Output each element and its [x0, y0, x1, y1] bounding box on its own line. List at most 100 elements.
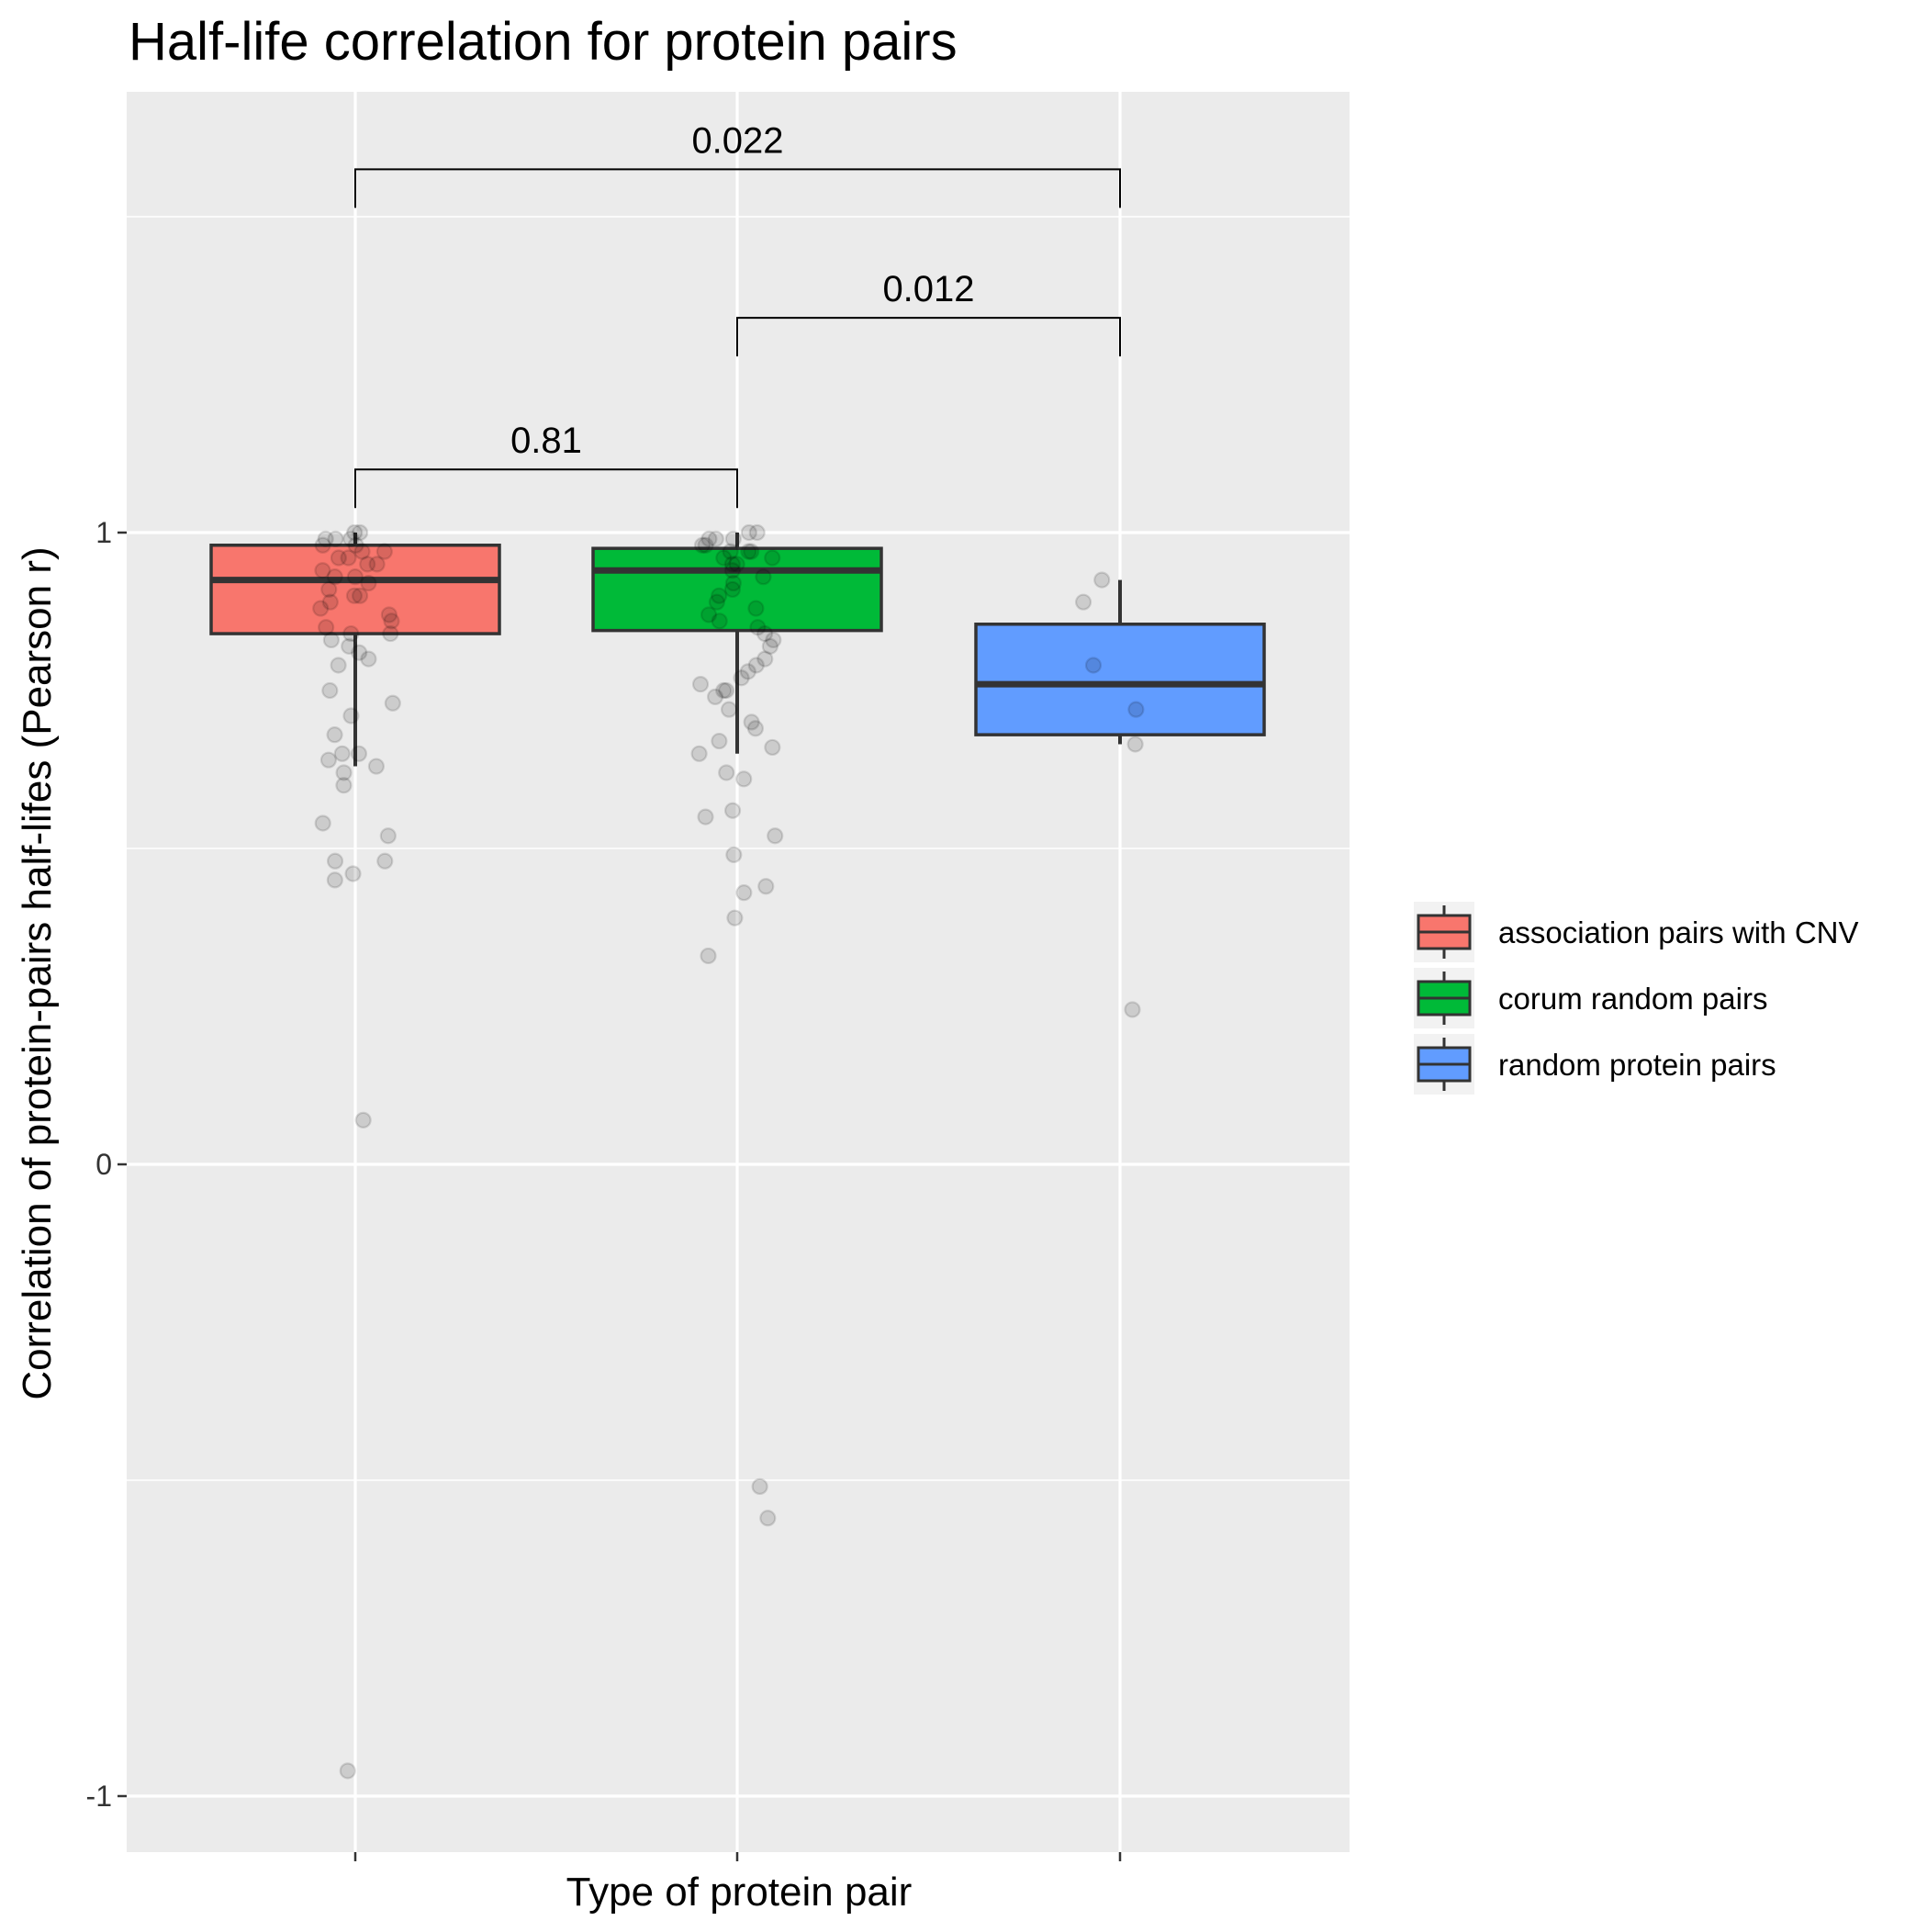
data-point	[384, 694, 401, 712]
legend-label: association pairs with CNV	[1498, 915, 1859, 949]
p-value-label: 0.022	[691, 120, 783, 161]
data-point	[351, 644, 368, 661]
data-point	[342, 707, 360, 724]
data-point	[751, 1477, 768, 1495]
data-point	[725, 846, 743, 863]
data-point	[342, 624, 360, 643]
data-point	[749, 619, 767, 636]
data-point	[693, 536, 711, 554]
data-point	[700, 606, 718, 623]
data-point	[345, 587, 364, 604]
data-point	[743, 543, 760, 560]
data-point	[330, 657, 347, 674]
data-point	[350, 745, 368, 762]
data-point	[359, 556, 376, 573]
data-point	[340, 549, 357, 567]
legend-label: corum random pairs	[1498, 982, 1767, 1016]
data-point	[353, 543, 371, 560]
data-point	[728, 556, 745, 573]
data-point	[697, 808, 714, 826]
data-point	[715, 681, 733, 700]
data-point	[326, 568, 343, 586]
data-point	[735, 884, 753, 902]
box-body	[209, 544, 501, 635]
data-point	[767, 827, 784, 845]
data-point	[723, 562, 741, 579]
data-point	[700, 947, 717, 965]
data-point	[322, 631, 340, 649]
data-point	[700, 530, 718, 547]
data-point	[756, 624, 774, 643]
data-point	[690, 745, 708, 762]
data-point	[380, 606, 398, 623]
data-point	[335, 764, 353, 781]
data-point	[314, 814, 331, 832]
data-point	[723, 802, 742, 819]
y-axis: -1 0 1	[86, 516, 127, 1813]
data-point	[715, 549, 733, 567]
data-point	[711, 732, 728, 750]
data-point	[707, 530, 724, 547]
data-point	[376, 852, 394, 870]
data-point	[318, 619, 335, 636]
data-point	[1126, 736, 1144, 753]
data-point	[697, 536, 714, 554]
data-point	[706, 688, 724, 705]
data-point	[747, 657, 765, 674]
data-point	[326, 726, 343, 744]
data-point	[743, 713, 760, 731]
box-body	[591, 546, 883, 633]
data-point	[711, 587, 728, 604]
data-point	[321, 681, 339, 700]
data-point	[748, 523, 766, 542]
bracket-line	[354, 168, 1121, 208]
data-point	[1124, 1001, 1141, 1018]
data-point	[723, 580, 742, 599]
y-axis-title: Correlation of protein-pairs half-lifes …	[15, 546, 60, 1399]
legend: association pairs with CNV corum random p…	[1414, 902, 1859, 1095]
data-point	[320, 580, 338, 599]
significance-annotations: 0.81 0.012 0.022	[354, 120, 1121, 509]
data-point	[726, 909, 744, 927]
data-point	[339, 1762, 356, 1780]
data-point	[319, 751, 338, 769]
box-2	[591, 533, 883, 754]
data-point	[382, 624, 399, 643]
box-body	[974, 623, 1266, 736]
data-point	[1084, 657, 1103, 674]
data-point	[724, 530, 742, 547]
data-point	[346, 568, 364, 586]
box-3	[974, 579, 1266, 745]
data-point	[746, 720, 765, 737]
data-point	[360, 574, 377, 592]
data-point	[1074, 593, 1092, 611]
data-point	[1127, 701, 1145, 718]
data-point	[724, 574, 742, 592]
data-point	[352, 523, 369, 542]
data-point	[326, 871, 343, 889]
data-point	[344, 865, 362, 882]
data-point	[747, 600, 765, 617]
data-point	[342, 530, 360, 547]
data-point	[761, 637, 779, 655]
bracket-line	[736, 317, 1121, 357]
data-point	[708, 593, 725, 611]
data-point	[354, 1111, 372, 1129]
significance-bracket-3: 0.022	[354, 120, 1121, 208]
p-value-label: 0.81	[510, 421, 582, 461]
chart-title: Half-life correlation for protein pairs	[129, 12, 958, 72]
y-tick-label: 0	[95, 1148, 112, 1181]
data-point	[317, 530, 334, 547]
legend-item-2: corum random pairs	[1414, 968, 1767, 1028]
data-point	[347, 536, 364, 554]
data-point	[755, 568, 772, 586]
data-point	[722, 543, 739, 560]
data-point	[375, 543, 393, 560]
data-point	[333, 745, 351, 762]
jitter-points	[312, 523, 1145, 1780]
data-point	[739, 663, 756, 680]
data-point	[740, 543, 757, 560]
data-point	[691, 676, 710, 693]
boxes	[209, 533, 1266, 767]
